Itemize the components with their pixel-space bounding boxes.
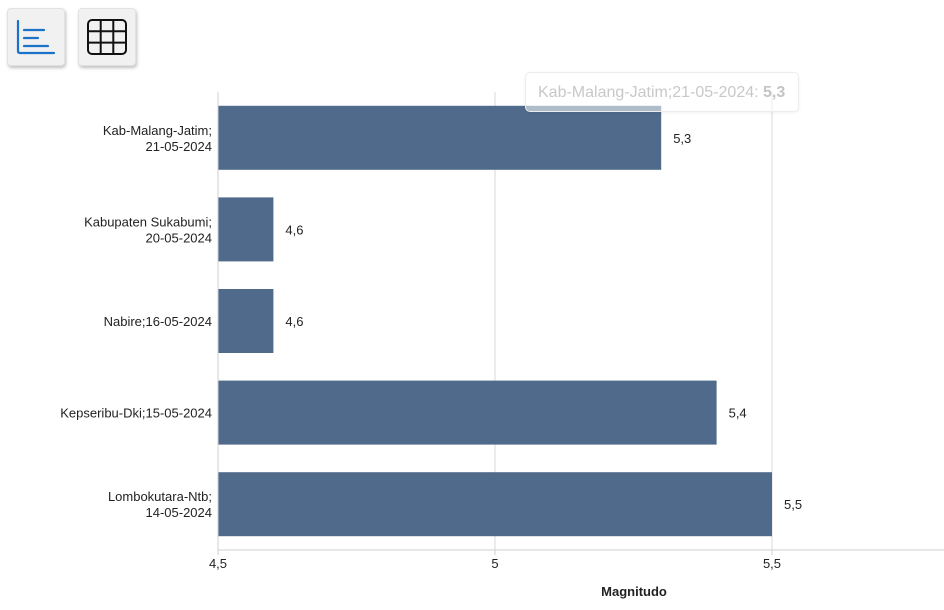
category-label: Kab-Malang-Jatim; — [103, 123, 212, 138]
data-label: 5,5 — [784, 497, 802, 512]
bar-tooltip: Kab-Malang-Jatim;21-05-2024: 5,3 — [525, 72, 799, 112]
data-label: 4,6 — [285, 314, 303, 329]
bar — [218, 472, 772, 537]
table-grid-icon — [87, 19, 127, 55]
x-tick-label: 5 — [491, 556, 498, 571]
bar — [218, 197, 274, 262]
bar-chart-icon — [16, 19, 56, 55]
table-view-button[interactable] — [78, 8, 136, 66]
bar — [218, 380, 717, 445]
x-tick-label: 5,5 — [763, 556, 781, 571]
data-label: 4,6 — [285, 222, 303, 237]
category-label: 21-05-2024 — [146, 139, 213, 154]
category-label: 20-05-2024 — [146, 230, 213, 245]
x-tick-label: 4,5 — [209, 556, 227, 571]
category-label: Kepseribu-Dki;15-05-2024 — [60, 406, 212, 421]
tooltip-label: Kab-Malang-Jatim;21-05-2024: — [538, 84, 764, 101]
category-label: Kabupaten Sukabumi; — [84, 214, 212, 229]
tooltip-value: 5,3 — [763, 84, 786, 101]
data-label: 5,4 — [729, 406, 747, 421]
bar — [218, 289, 274, 353]
category-label: 14-05-2024 — [146, 505, 213, 520]
data-label: 5,3 — [673, 131, 691, 146]
category-label: Lombokutara-Ntb; — [108, 489, 212, 504]
bar — [218, 105, 662, 170]
chart-view-button[interactable] — [7, 8, 65, 66]
x-axis-title: Magnitudo — [601, 584, 667, 599]
category-label: Nabire;16-05-2024 — [104, 314, 212, 329]
